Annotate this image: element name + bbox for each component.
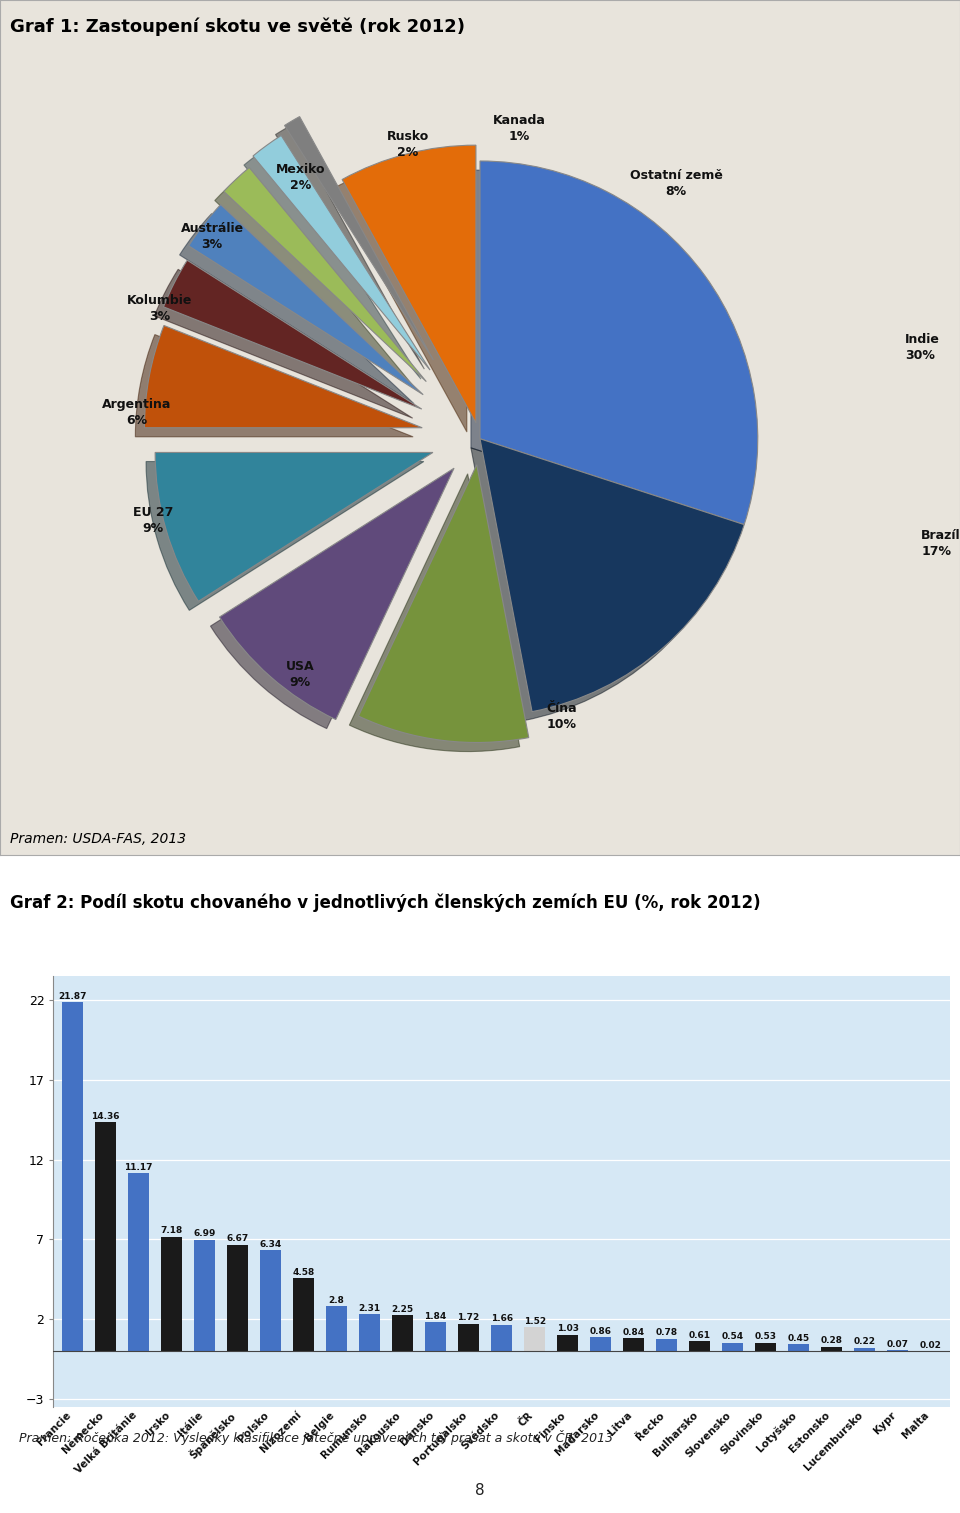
Text: Kanada
1%: Kanada 1% [492,113,545,142]
Text: 4.58: 4.58 [293,1268,315,1277]
Text: Kolumbie
3%: Kolumbie 3% [127,294,192,322]
Text: 0.78: 0.78 [656,1328,678,1337]
Text: 1.66: 1.66 [491,1315,513,1324]
Text: Graf 2: Podíl skotu chovaného v jednotlivých členských zemích EU (%, rok 2012): Graf 2: Podíl skotu chovaného v jednotli… [10,893,760,912]
Text: 1.52: 1.52 [523,1316,545,1325]
Bar [557,1334,578,1351]
Bar [325,1307,348,1351]
Bar [656,1339,678,1351]
Text: Pramen: USDA-FAS, 2013: Pramen: USDA-FAS, 2013 [10,832,185,846]
Text: Indie
30%: Indie 30% [905,333,940,362]
Text: 0.45: 0.45 [787,1334,809,1342]
Text: 2.31: 2.31 [358,1304,381,1313]
Bar [458,1324,479,1351]
Bar [194,1239,215,1351]
Bar [227,1245,249,1351]
Bar [95,1121,116,1351]
Text: 0.86: 0.86 [589,1327,612,1336]
Text: Austrálie
3%: Austrálie 3% [180,221,244,251]
Text: 8: 8 [475,1483,485,1498]
Text: 0.28: 0.28 [821,1336,843,1345]
Wedge shape [253,136,430,371]
Text: 11.17: 11.17 [125,1162,153,1171]
Text: 7.18: 7.18 [160,1226,182,1235]
Wedge shape [480,160,757,525]
Wedge shape [224,168,426,381]
Text: 6.99: 6.99 [193,1229,216,1238]
Text: 0.53: 0.53 [755,1333,777,1342]
Text: 2.8: 2.8 [328,1297,345,1306]
Wedge shape [480,439,744,711]
Bar [623,1337,644,1351]
Text: EU 27
9%: EU 27 9% [133,505,174,536]
Wedge shape [220,468,454,720]
Text: Mexiko
2%: Mexiko 2% [276,163,325,192]
Wedge shape [284,117,433,360]
Bar [689,1342,710,1351]
Bar [788,1344,809,1351]
Text: 0.02: 0.02 [920,1341,942,1350]
Text: 0.61: 0.61 [688,1331,710,1341]
Bar [128,1173,150,1351]
Text: Čína
10%: Čína 10% [546,702,577,731]
Bar [821,1347,842,1351]
Bar [722,1342,743,1351]
Text: Rusko
2%: Rusko 2% [387,130,429,159]
Wedge shape [189,204,423,395]
Bar [161,1236,182,1351]
Bar [853,1348,876,1351]
Bar [524,1327,545,1351]
Wedge shape [358,464,529,743]
Text: Brazílie
17%: Brazílie 17% [922,530,960,558]
Bar [491,1325,513,1351]
Bar [359,1315,380,1351]
Text: 14.36: 14.36 [91,1112,120,1121]
Bar [392,1315,414,1351]
Text: 1.72: 1.72 [458,1313,480,1322]
Wedge shape [342,145,476,424]
Text: Argentina
6%: Argentina 6% [102,398,172,427]
Bar [260,1250,281,1351]
Text: 2.25: 2.25 [392,1306,414,1313]
Text: 0.07: 0.07 [887,1341,908,1348]
Bar [589,1337,612,1351]
Bar [425,1322,446,1351]
Text: 21.87: 21.87 [59,991,86,1000]
Text: 0.84: 0.84 [622,1327,645,1336]
Wedge shape [144,325,422,428]
Bar [755,1342,777,1351]
Text: 1.84: 1.84 [424,1312,446,1321]
Text: Ostatní země
8%: Ostatní země 8% [630,169,723,198]
Bar [293,1278,314,1351]
Text: Graf 1: Zastoupení skotu ve světě (rok 2012): Graf 1: Zastoupení skotu ve světě (rok 2… [10,17,465,36]
Text: 0.22: 0.22 [853,1337,876,1347]
Wedge shape [156,452,433,601]
Text: 0.54: 0.54 [722,1333,744,1342]
Text: 6.67: 6.67 [227,1235,249,1244]
Text: 6.34: 6.34 [259,1239,281,1248]
Text: Pramen: Ročenka 2012: Výsledky klasifikace jatečně upravených těl prasat a skotu: Pramen: Ročenka 2012: Výsledky klasifika… [19,1430,613,1445]
Bar [61,1002,84,1351]
Text: 1.03: 1.03 [557,1324,579,1333]
Wedge shape [163,260,421,409]
Text: USA
9%: USA 9% [286,660,315,688]
